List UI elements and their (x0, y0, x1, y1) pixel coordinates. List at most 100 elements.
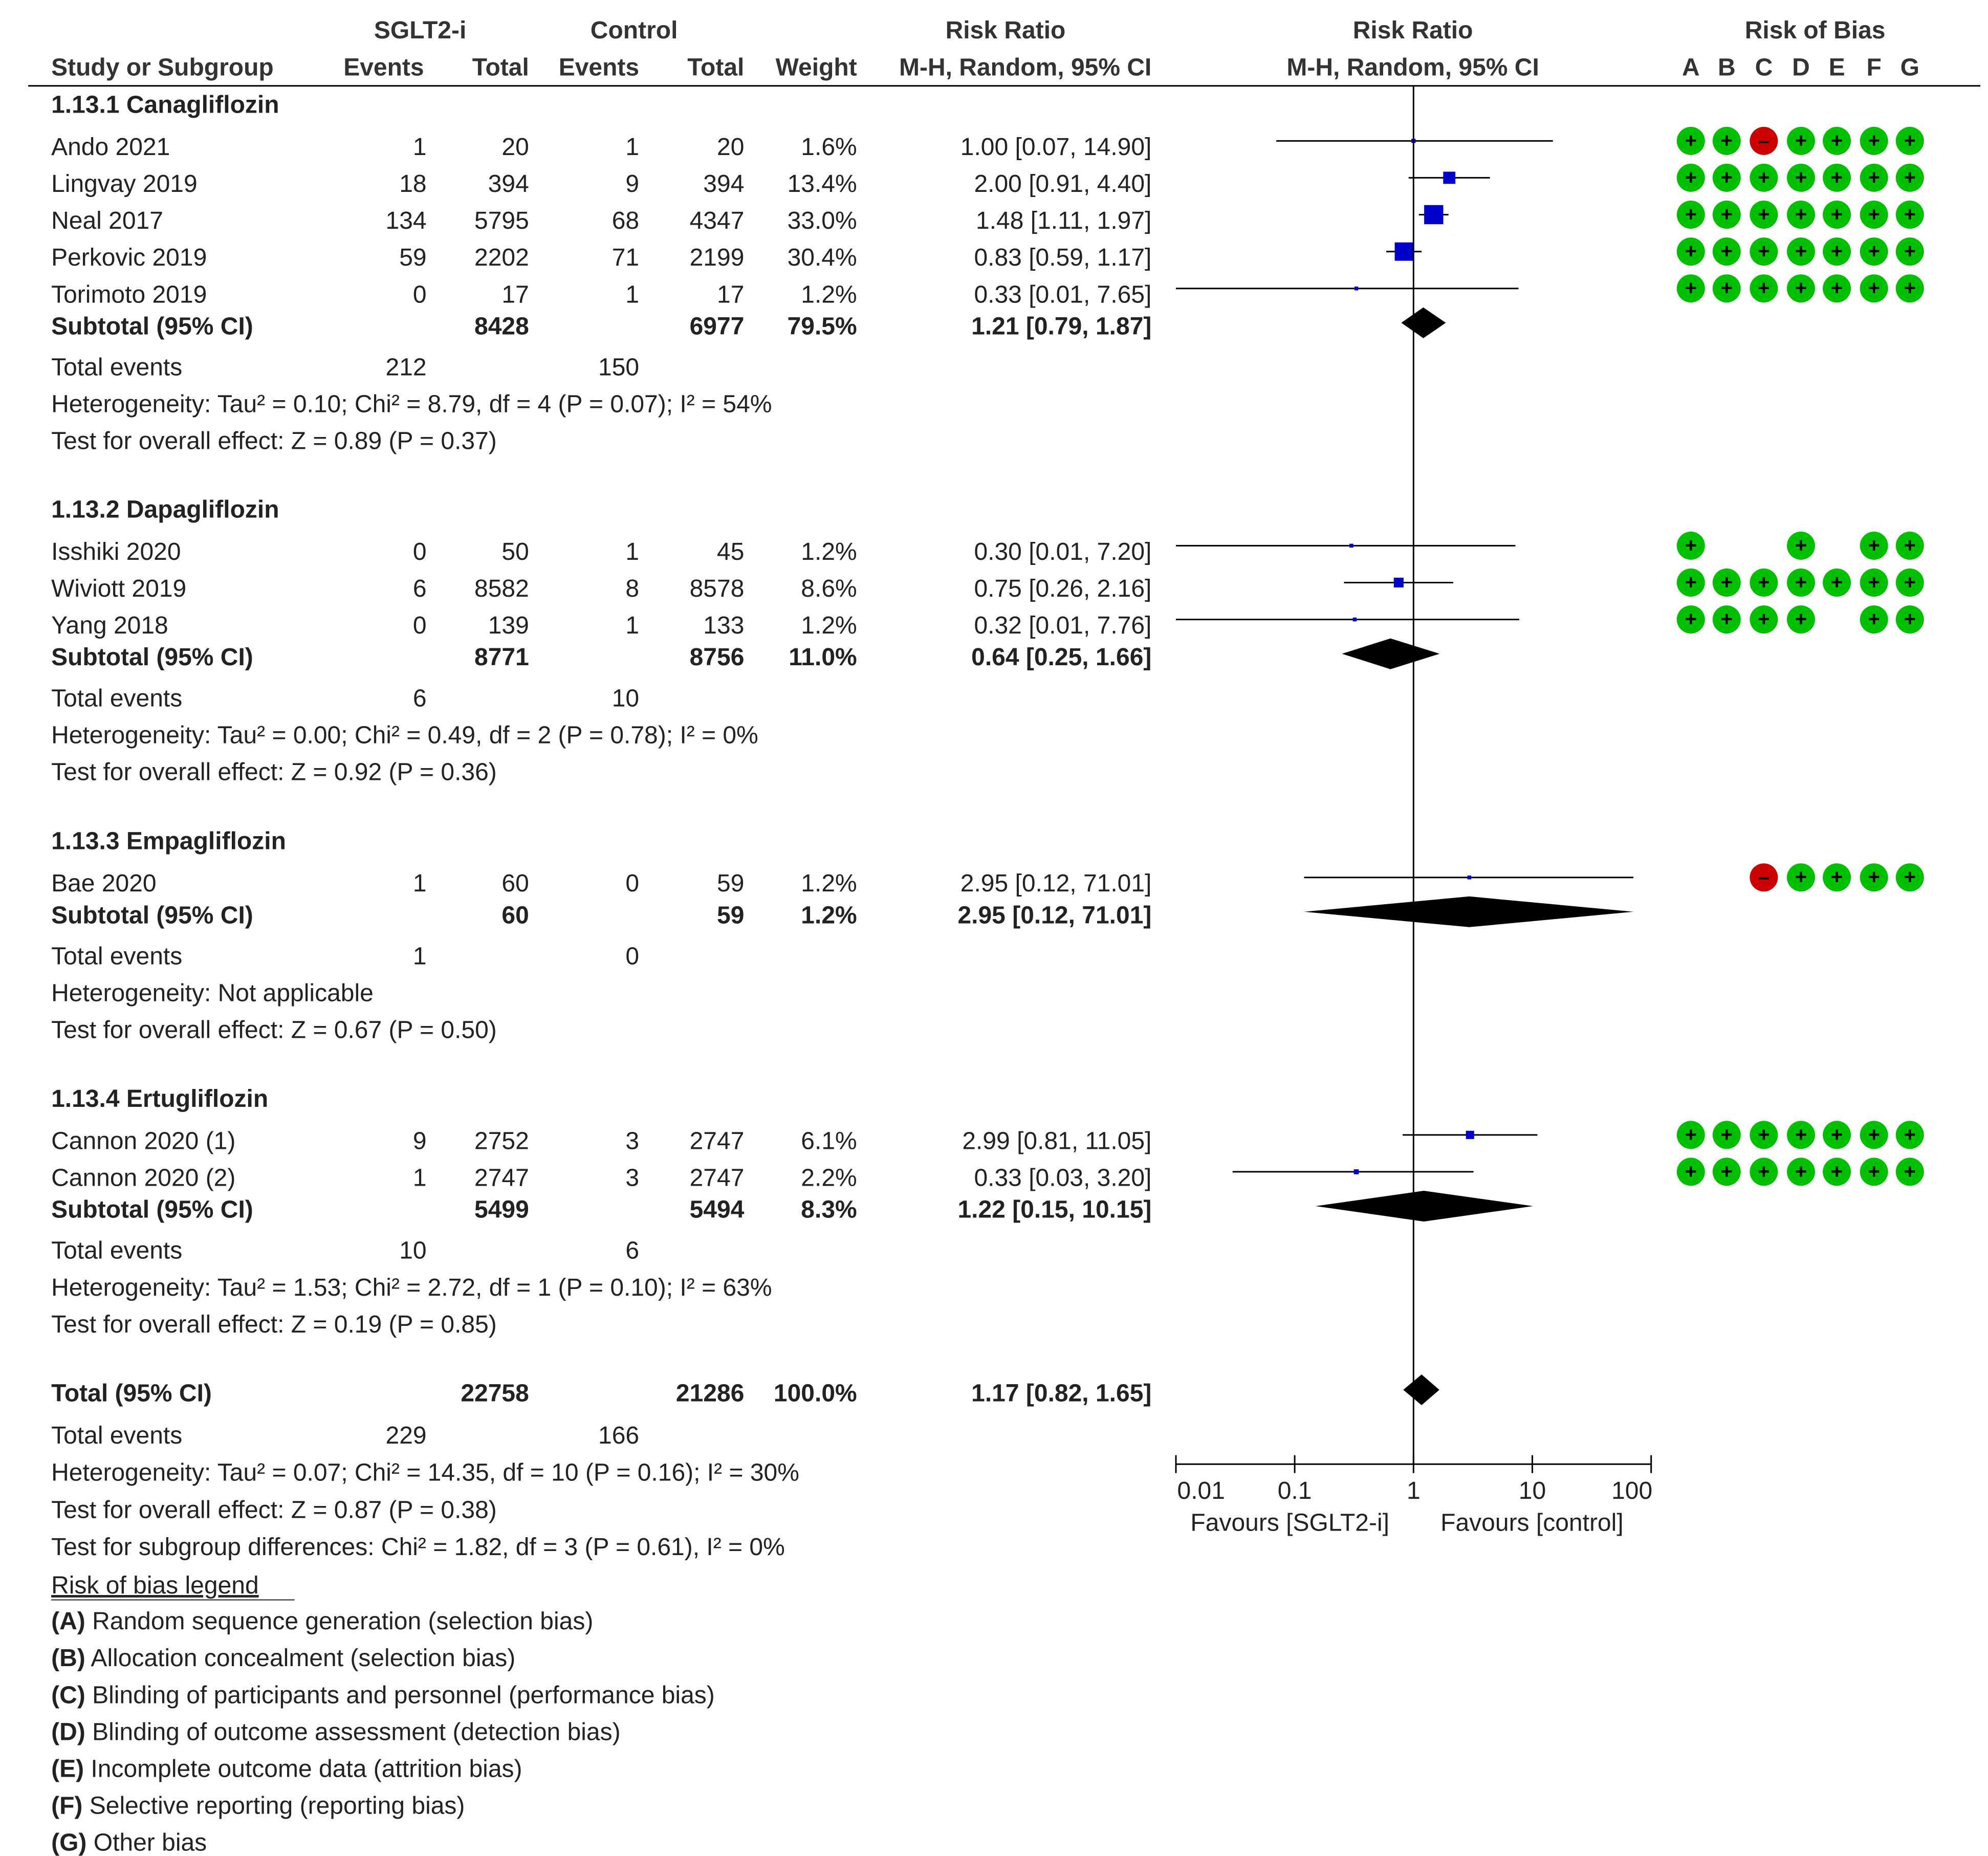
subtotal-diamond (1342, 638, 1440, 669)
study-name: Cannon 2020 (2) (51, 1165, 235, 1192)
study-name: Ando 2021 (51, 134, 170, 161)
heterogeneity-text: Heterogeneity: Not applicable (51, 980, 374, 1007)
rob-symbol: + (1831, 277, 1843, 299)
rob-dot-low (1787, 274, 1815, 303)
rob-dot-low (1712, 201, 1741, 229)
overall-effect-text: Test for overall effect: Z = 0.92 (P = 0… (51, 759, 497, 786)
study-name: Lingvay 2019 (51, 170, 198, 198)
rob-dot-low (1712, 1158, 1741, 1186)
rob-dot-low (1860, 569, 1888, 597)
rob-dot-low (1895, 163, 1924, 192)
rob-symbol: + (1831, 571, 1843, 594)
rob-dot-low (1712, 274, 1741, 303)
study-events-control: 3 (625, 1165, 639, 1192)
header-weight: Weight (776, 54, 857, 81)
header-risk-ratio: Risk Ratio (946, 17, 1066, 44)
rob-symbol: + (1868, 866, 1880, 888)
header-rob-g: G (1900, 54, 1919, 81)
rob-symbol: + (1868, 166, 1880, 189)
rob-dot-low (1823, 1121, 1851, 1149)
study-total-control: 394 (703, 170, 744, 198)
x-axis-tick-label: 1 (1407, 1477, 1421, 1504)
point-estimate-square (1467, 876, 1472, 880)
study-events-control: 71 (612, 244, 639, 271)
rob-symbol: + (1904, 571, 1916, 594)
study-name: Bae 2020 (51, 870, 157, 897)
study-events-sglt2i: 18 (399, 170, 426, 198)
rob-symbol: + (1795, 277, 1807, 299)
rob-symbol: + (1868, 277, 1880, 299)
rob-symbol: + (1758, 277, 1769, 299)
rob-dot-low (1787, 863, 1815, 892)
subtotal-total-control: 5494 (690, 1196, 745, 1224)
subtotal-risk-ratio-ci: 2.95 [0.12, 71.01] (957, 902, 1151, 929)
rob-dot-low (1750, 274, 1778, 303)
rob-dot-low (1712, 163, 1741, 192)
rob-dot-low (1895, 1158, 1924, 1186)
rob-symbol: + (1868, 129, 1880, 152)
rob-symbol: + (1685, 534, 1697, 557)
header-study: Study or Subgroup (51, 54, 274, 81)
heterogeneity-text: Heterogeneity: Tau² = 1.53; Chi² = 2.72,… (51, 1274, 772, 1301)
overall-heterogeneity-text: Heterogeneity: Tau² = 0.07; Chi² = 14.35… (51, 1459, 799, 1487)
study-risk-ratio-ci: 0.30 [0.01, 7.20] (974, 538, 1151, 565)
overall-effect-text: Test for overall effect: Z = 0.89 (P = 0… (51, 428, 497, 455)
rob-symbol: + (1831, 203, 1843, 226)
study-events-control: 8 (625, 575, 639, 602)
rob-dot-low (1676, 531, 1705, 560)
study-total-sglt2i: 5795 (474, 207, 529, 234)
header-group-sglt2i: SGLT2-i (374, 17, 466, 44)
overall-effect-text: Test for overall effect: Z = 0.19 (P = 0… (51, 1311, 497, 1338)
rob-legend-key: (D) (51, 1718, 85, 1745)
study-total-sglt2i: 2752 (474, 1127, 529, 1154)
rob-symbol: + (1685, 240, 1697, 263)
study-total-control: 17 (717, 281, 744, 308)
rob-dot-low (1823, 237, 1851, 266)
rob-dot-low (1823, 274, 1851, 303)
rob-dot-low (1676, 1158, 1705, 1186)
study-weight: 1.2% (801, 870, 857, 897)
study-weight: 1.2% (801, 281, 857, 308)
rob-legend-item: (B) Allocation concealment (selection bi… (51, 1645, 515, 1672)
study-name: Wiviott 2019 (51, 575, 186, 602)
study-total-control: 2199 (690, 244, 745, 271)
rob-dot-low (1860, 237, 1888, 266)
study-risk-ratio-ci: 0.83 [0.59, 1.17] (974, 244, 1151, 271)
subgroup-differences-text: Test for subgroup differences: Chi² = 1.… (51, 1534, 785, 1561)
study-events-sglt2i: 6 (413, 575, 427, 602)
rob-dot-low (1823, 863, 1851, 892)
subgroup-title: 1.13.4 Ertugliflozin (51, 1085, 268, 1112)
rob-dot-low (1750, 605, 1778, 634)
rob-symbol: + (1758, 608, 1769, 630)
rob-symbol: + (1758, 571, 1769, 594)
rob-symbol: + (1721, 1123, 1733, 1146)
header-rob-a: A (1682, 54, 1700, 81)
study-weight: 30.4% (788, 244, 857, 271)
study-risk-ratio-ci: 0.33 [0.01, 7.65] (974, 281, 1151, 308)
rob-dot-low (1787, 1158, 1815, 1186)
study-weight: 13.4% (788, 170, 857, 198)
rob-symbol: + (1904, 277, 1916, 299)
rob-dot-low (1750, 569, 1778, 597)
rob-dot-low (1895, 274, 1924, 303)
study-total-control: 133 (703, 612, 744, 639)
rob-symbol: + (1904, 1123, 1916, 1146)
subtotal-total-sglt2i: 8771 (474, 644, 529, 671)
study-total-sglt2i: 60 (501, 870, 529, 897)
study-total-sglt2i: 139 (488, 612, 529, 639)
rob-symbol: + (1795, 608, 1807, 630)
rob-symbol: + (1868, 240, 1880, 263)
rob-dot-low (1895, 569, 1924, 597)
rob-dot-low (1860, 531, 1888, 560)
total-weight: 100.0% (774, 1380, 857, 1407)
rob-symbol: + (1831, 1161, 1843, 1183)
study-events-sglt2i: 0 (413, 538, 427, 565)
rob-symbol: + (1795, 866, 1807, 888)
rob-dot-low (1823, 163, 1851, 192)
rob-dot-high (1750, 863, 1778, 892)
header-group-control: Control (591, 17, 678, 44)
rob-dot-low (1712, 605, 1741, 634)
study-risk-ratio-ci: 2.00 [0.91, 4.40] (974, 170, 1151, 198)
rob-legend-item: (F) Selective reporting (reporting bias) (51, 1793, 465, 1820)
